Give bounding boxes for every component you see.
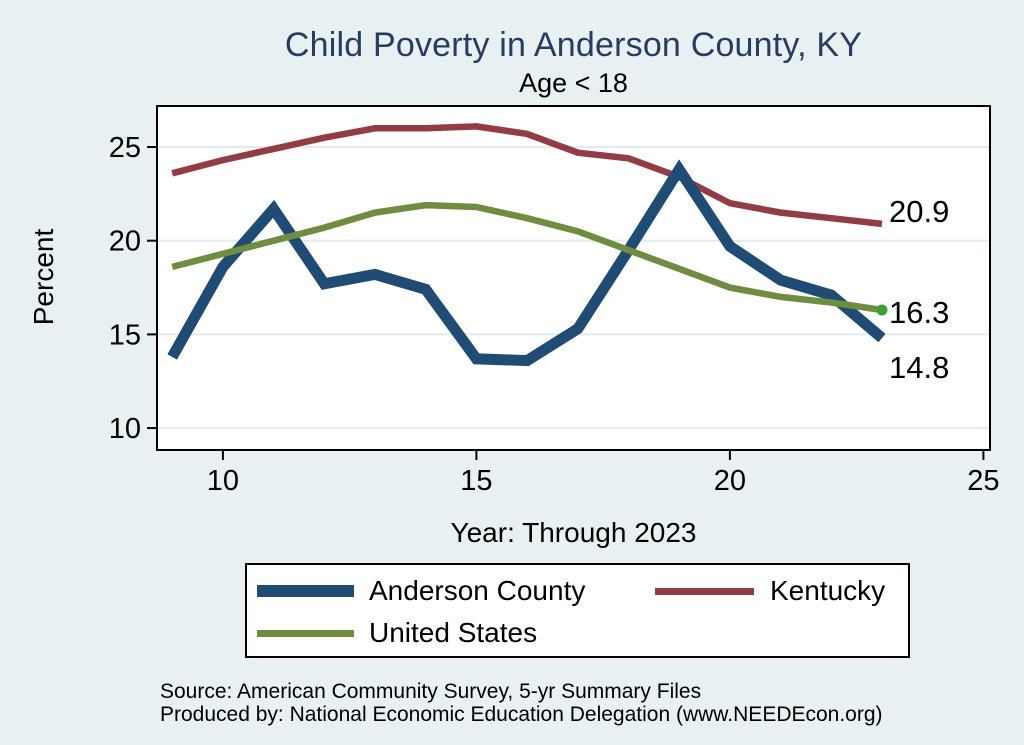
x-tick-label: 20 (714, 465, 746, 497)
legend-label-kentucky: Kentucky (770, 575, 886, 606)
plot-border (156, 105, 991, 451)
legend-label-anderson-county: Anderson County (369, 575, 586, 606)
plot-background (157, 106, 990, 450)
y-tick-label: 10 (109, 413, 141, 445)
source-line: Source: American Community Survey, 5-yr … (160, 680, 702, 703)
kentucky-line-swatch (655, 587, 754, 595)
y-tick-label: 20 (109, 226, 141, 258)
legend-label-united-states: United States (369, 617, 538, 648)
y-tick-label: 25 (109, 132, 141, 164)
anderson-county-line-swatch (257, 585, 354, 597)
end-value-label-anderson-county: 14.8 (889, 350, 949, 385)
legend-item-kentucky: Kentucky (655, 571, 885, 611)
x-tick-label: 10 (207, 465, 239, 497)
us-end-marker (876, 304, 888, 316)
chart-subtitle: Age < 18 (519, 68, 628, 98)
series-line-kentucky (171, 123, 883, 228)
legend-item-anderson-county: Anderson County (257, 571, 585, 611)
chart-title: Child Poverty in Anderson County, KY (284, 26, 863, 64)
legend: Anderson County Kentucky United States (245, 563, 910, 658)
x-axis-title: Year: Through 2023 (450, 517, 697, 548)
plot-area: 10 15 20 25 10 15 20 25 14.8 20.9 16.3 (109, 105, 1000, 497)
legend-item-united-states: United States (257, 613, 537, 653)
end-value-label-kentucky: 20.9 (889, 194, 949, 229)
y-axis-title: Percent (28, 228, 59, 326)
producer-line: Produced by: National Economic Education… (160, 703, 883, 726)
series-line-united-states (171, 201, 883, 314)
end-value-label-united-states: 16.3 (889, 295, 949, 330)
source-note: Source: American Community Survey, 5-yr … (160, 680, 960, 726)
united-states-line-swatch (257, 629, 354, 637)
x-tick-label: 15 (460, 465, 492, 497)
y-tick-label: 15 (109, 319, 141, 351)
x-tick-label: 25 (967, 465, 999, 497)
